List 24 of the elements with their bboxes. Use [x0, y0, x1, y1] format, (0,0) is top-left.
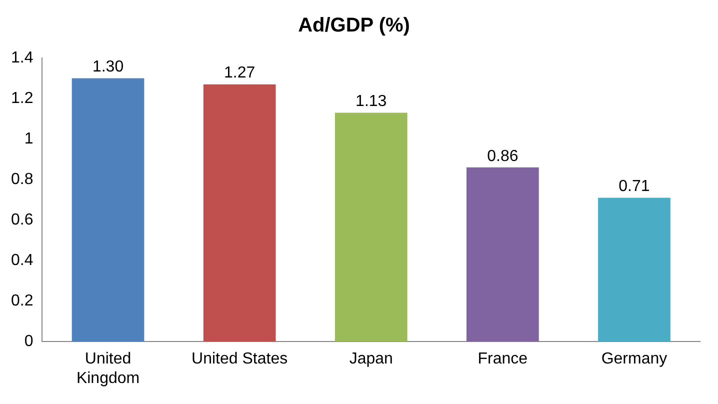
data-label: 0.86	[487, 148, 518, 165]
y-tick-label: 0.4	[10, 252, 34, 269]
y-tick-label: 0.6	[10, 211, 34, 228]
x-tick-label: Japan	[349, 350, 393, 368]
x-tick-label: United Kingdom	[76, 350, 140, 387]
y-tick-label: 1.2	[10, 90, 34, 107]
bar	[203, 84, 276, 342]
y-tick-label: 1.4	[10, 49, 34, 66]
data-label: 1.13	[356, 93, 387, 110]
x-tick-label: France	[478, 350, 528, 368]
y-tick-label: 0	[24, 333, 34, 350]
y-tick-label: 1	[24, 130, 34, 148]
bar	[72, 78, 144, 342]
chart-title: Ad/GDP (%)	[298, 14, 410, 37]
x-tick-label: United States	[192, 350, 288, 368]
bar	[334, 112, 408, 342]
data-label: 0.71	[618, 178, 650, 196]
bar	[598, 198, 670, 342]
bar	[466, 167, 539, 342]
y-tick-label: 0.8	[10, 170, 34, 188]
data-label: 1.27	[224, 64, 256, 82]
y-tick-label: 0.2	[10, 292, 34, 310]
data-label: 1.30	[92, 58, 124, 76]
x-tick-label: Germany	[601, 350, 668, 368]
